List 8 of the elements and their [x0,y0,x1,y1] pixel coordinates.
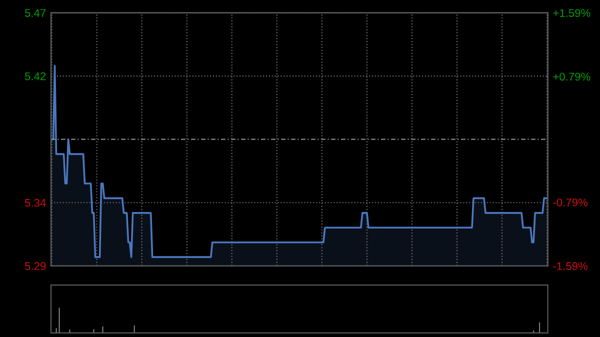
y2-tick-label: +0.79% [553,72,590,81]
y2-tick-label: -0.79% [553,198,588,206]
y-tick-label: 5.29 [24,262,46,270]
y-tick-label: 5.42 [24,72,46,80]
y2-tick-label: +1.59% [553,9,590,17]
y-tick-label: 5.47 [24,9,46,17]
y2-tick-label: -1.59% [553,262,588,270]
y-tick-label: 5.34 [24,198,46,207]
